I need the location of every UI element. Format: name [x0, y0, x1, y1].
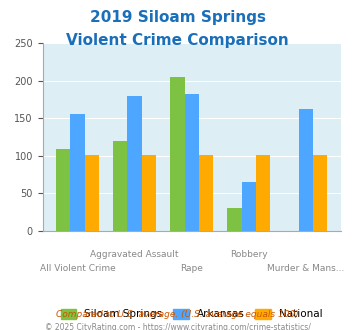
- Text: All Violent Crime: All Violent Crime: [40, 264, 115, 273]
- Text: Robbery: Robbery: [230, 250, 268, 259]
- Text: Aggravated Assault: Aggravated Assault: [91, 250, 179, 259]
- Text: Rape: Rape: [180, 264, 203, 273]
- Legend: Siloam Springs, Arkansas, National: Siloam Springs, Arkansas, National: [56, 304, 327, 324]
- Bar: [127, 96, 142, 231]
- Bar: [242, 182, 256, 231]
- Bar: [170, 77, 185, 231]
- Text: Murder & Mans...: Murder & Mans...: [267, 264, 345, 273]
- Bar: [313, 155, 327, 231]
- Bar: [70, 115, 85, 231]
- Text: Violent Crime Comparison: Violent Crime Comparison: [66, 33, 289, 48]
- Bar: [299, 109, 313, 231]
- Bar: [142, 155, 156, 231]
- Bar: [85, 155, 99, 231]
- Bar: [227, 209, 242, 231]
- Bar: [113, 141, 127, 231]
- Bar: [56, 149, 70, 231]
- Bar: [199, 155, 213, 231]
- Bar: [256, 155, 270, 231]
- Text: © 2025 CityRating.com - https://www.cityrating.com/crime-statistics/: © 2025 CityRating.com - https://www.city…: [45, 323, 310, 330]
- Bar: [185, 94, 199, 231]
- Text: Compared to U.S. average. (U.S. average equals 100): Compared to U.S. average. (U.S. average …: [56, 310, 299, 319]
- Text: 2019 Siloam Springs: 2019 Siloam Springs: [89, 10, 266, 25]
